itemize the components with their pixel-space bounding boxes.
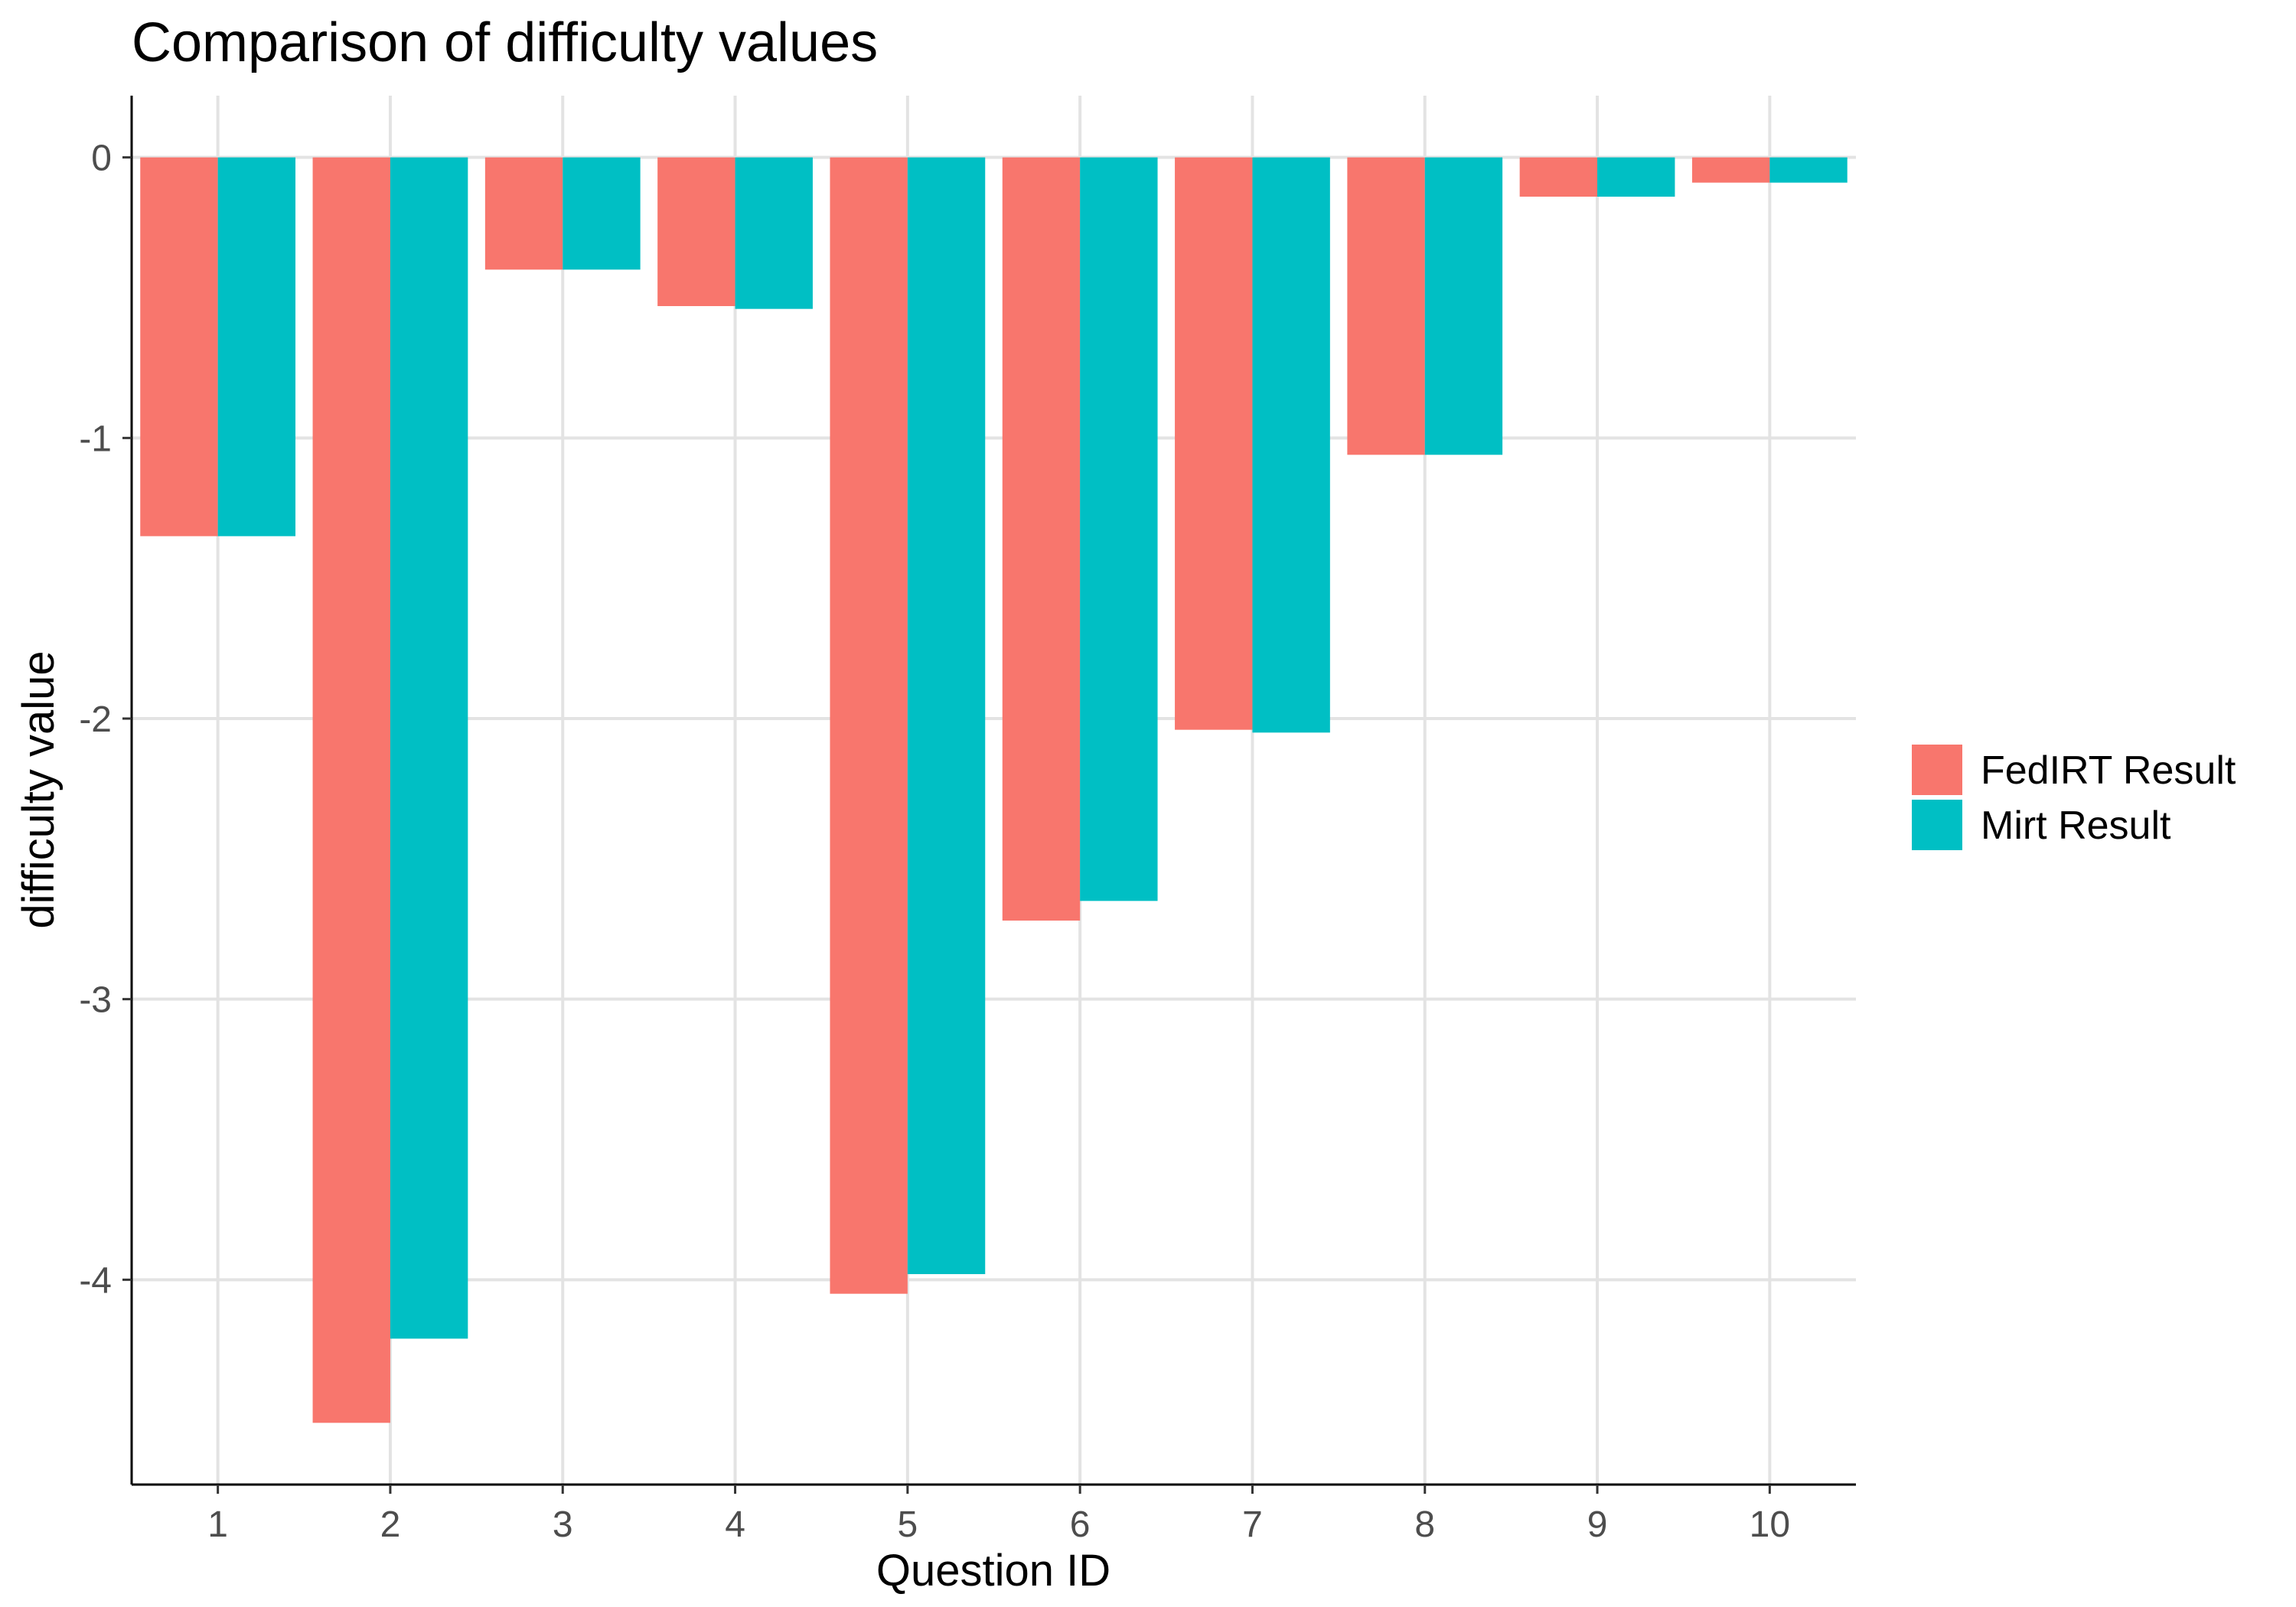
bars [140,157,1848,1423]
bar-mirt-q8 [1424,157,1503,455]
y-tick-label: -2 [79,699,112,740]
x-tick-label: 7 [1242,1504,1263,1545]
x-tick-label: 8 [1414,1504,1435,1545]
x-tick-label: 5 [897,1504,918,1545]
legend-label: FedIRT Result [1981,748,2236,793]
x-tick-label: 4 [725,1504,745,1545]
bar-mirt-q9 [1597,157,1675,197]
bar-mirt-q7 [1252,157,1330,733]
bar-fedirt-q2 [312,157,390,1423]
y-tick-label: 0 [91,139,112,179]
bar-fedirt-q1 [140,157,218,536]
legend-swatch [1912,800,1962,850]
x-tick-label: 3 [553,1504,573,1545]
x-axis-title: Question ID [876,1546,1110,1596]
y-tick-label: -4 [79,1260,112,1301]
bar-mirt-q10 [1769,157,1848,183]
bar-fedirt-q9 [1519,157,1598,197]
bar-mirt-q5 [907,157,986,1275]
bar-fedirt-q8 [1347,157,1425,455]
y-tick-label: -3 [79,980,112,1021]
bar-mirt-q1 [217,157,296,536]
x-tick-label: 9 [1587,1504,1608,1545]
x-tick-label: 10 [1750,1504,1790,1545]
bar-fedirt-q3 [484,157,563,270]
legend-label: Mirt Result [1981,804,2171,848]
y-axis-title: difficulty value [14,650,64,928]
bar-fedirt-q4 [657,157,735,306]
bar-fedirt-q7 [1175,157,1253,730]
x-tick-label: 2 [380,1504,401,1545]
chart-title: Comparison of difficulty values [132,12,878,73]
bar-fedirt-q10 [1691,157,1770,183]
x-tick-label: 6 [1070,1504,1091,1545]
bar-mirt-q6 [1080,157,1158,901]
y-tick-label: -1 [79,419,112,459]
bar-mirt-q2 [390,157,468,1339]
x-tick-label: 1 [207,1504,228,1545]
bar-mirt-q3 [563,157,641,270]
legend: FedIRT Result Mirt Result [1912,745,2236,850]
bar-fedirt-q6 [1002,157,1081,921]
axes [130,96,1856,1486]
ticks: 0 -1 -2 -3 -4 1 2 3 4 5 6 7 8 9 10 [79,139,1790,1545]
legend-swatch [1912,745,1962,795]
bar-mirt-q4 [735,157,813,309]
bar-fedirt-q5 [830,157,908,1294]
